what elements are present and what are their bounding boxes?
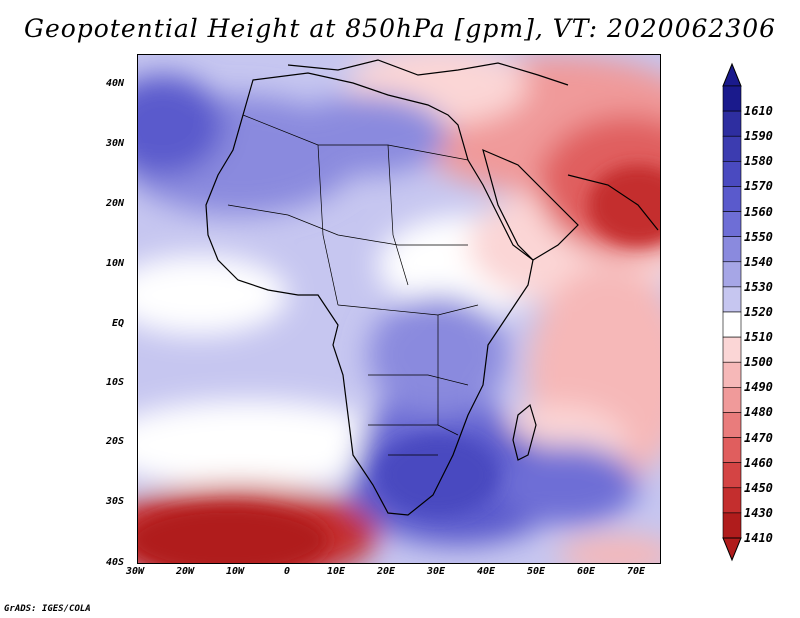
lon-label-50e: 50E [527, 566, 546, 577]
credit-text: GrADS: IGES/COLA [4, 604, 91, 614]
colorbar-top-arrow [722, 62, 742, 87]
colorbar-level-label: 1570 [744, 179, 773, 194]
colorbar-level-label: 1530 [744, 279, 773, 294]
map-panel [137, 54, 661, 564]
colorbar-swatch [722, 135, 742, 162]
lon-label-20e: 20E [377, 566, 396, 577]
colorbar-level-label: 1560 [744, 204, 773, 219]
colorbar-swatch [722, 487, 742, 514]
lat-label-40n: 40N [106, 78, 125, 89]
colorbar-level-label: 1470 [744, 430, 773, 445]
colorbar-level-label: 1410 [744, 531, 773, 545]
lon-label-30w: 30W [126, 566, 145, 577]
colorbar-level-label: 1460 [744, 455, 773, 470]
lon-label-70e: 70E [627, 566, 646, 577]
colorbar-swatch [722, 336, 742, 363]
colorbar-level-label: 1610 [744, 104, 773, 119]
lat-label-10n: 10N [106, 258, 125, 269]
colorbar-level-label: 1590 [744, 129, 773, 144]
colorbar-swatch [722, 311, 742, 338]
colorbar [722, 62, 742, 562]
lat-label-40s: 40S [106, 557, 125, 568]
height-field-map [138, 55, 660, 563]
colorbar-level-label: 1500 [744, 355, 773, 370]
colorbar-level-label: 1450 [744, 480, 773, 495]
lon-label-10w: 10W [226, 566, 245, 577]
lat-label-30n: 30N [106, 138, 125, 149]
colorbar-swatch [722, 387, 742, 413]
colorbar-swatch [722, 211, 742, 237]
country-borders [227, 114, 479, 456]
lon-label-20w: 20W [176, 566, 195, 577]
lat-label-10s: 10S [106, 377, 125, 388]
colorbar-level-label: 1550 [744, 229, 773, 244]
lon-label-40e: 40E [477, 566, 496, 577]
colorbar-swatch [722, 286, 742, 313]
colorbar-level-label: 1430 [744, 505, 773, 520]
colorbar-level-label: 1510 [744, 330, 773, 345]
lat-label-30s: 30S [106, 496, 125, 507]
colorbar-swatch [722, 186, 742, 212]
colorbar-bottom-arrow [722, 537, 742, 562]
lat-label-20n: 20N [106, 198, 125, 209]
colorbar-swatch [722, 412, 742, 438]
lat-label-20s: 20S [106, 436, 125, 447]
colorbar-swatch [722, 462, 742, 489]
colorbar-level-label: 1490 [744, 380, 773, 395]
lat-label-eq: EQ [112, 318, 125, 329]
lon-label-30e: 30E [427, 566, 446, 577]
colorbar-level-label: 1520 [744, 305, 773, 319]
colorbar-swatch [722, 110, 742, 137]
lon-label-0: 0 [284, 566, 291, 577]
colorbar-swatch [722, 437, 742, 463]
colorbar-swatch [722, 361, 742, 388]
colorbar-level-label: 1540 [744, 254, 773, 269]
colorbar-level-label: 1580 [744, 154, 773, 169]
lon-label-60e: 60E [577, 566, 596, 577]
colorbar-swatch [722, 512, 742, 539]
lon-label-10e: 10E [327, 566, 346, 577]
coastlines [205, 59, 659, 516]
colorbar-swatch [722, 161, 742, 187]
colorbar-swatch [722, 261, 742, 288]
chart-title: Geopotential Height at 850hPa [gpm], VT:… [23, 14, 777, 43]
colorbar-swatch [722, 236, 742, 263]
colorbar-swatch [722, 85, 742, 112]
colorbar-level-label: 1480 [744, 405, 773, 420]
